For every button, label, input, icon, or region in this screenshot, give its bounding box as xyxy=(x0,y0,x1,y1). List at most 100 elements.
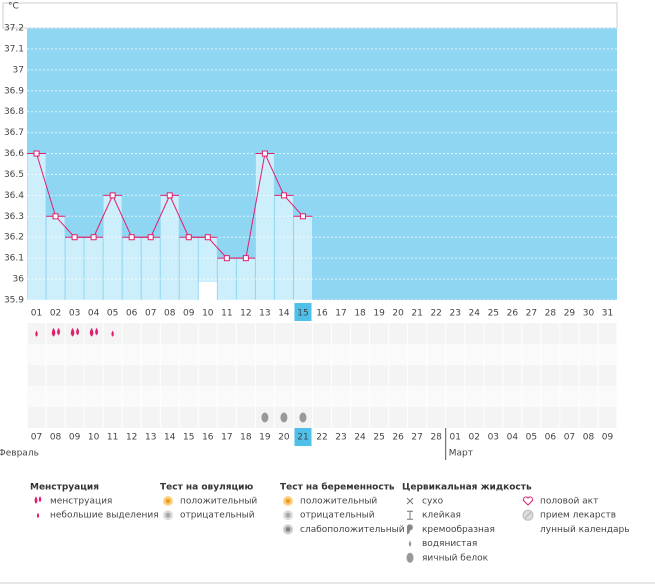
y-tick-label: 36.7 xyxy=(4,128,24,138)
x-tick-label: 25 xyxy=(488,309,499,319)
date-label: 21 xyxy=(297,433,308,443)
x-tick-label: 10 xyxy=(202,309,214,319)
date-label: 19 xyxy=(259,433,271,443)
point xyxy=(242,255,249,262)
moon-box xyxy=(198,282,217,300)
bar xyxy=(160,195,179,300)
date-label: 15 xyxy=(183,433,194,443)
spotting-icon xyxy=(111,330,114,337)
point xyxy=(147,234,154,241)
x-tick-label: 24 xyxy=(469,309,481,319)
month-label: Февраль xyxy=(0,449,39,459)
date-label: 24 xyxy=(354,433,366,443)
x-tick-label: 21 xyxy=(411,309,422,319)
legend-icon xyxy=(285,526,291,532)
point xyxy=(128,234,135,241)
legend-icon xyxy=(34,496,38,504)
symbol-row xyxy=(27,344,617,365)
legend-label: половой акт xyxy=(540,497,598,507)
date-label: 16 xyxy=(202,433,214,443)
point xyxy=(204,234,211,241)
symbol-row xyxy=(27,386,617,407)
date-label: 09 xyxy=(69,433,81,443)
legend-icon xyxy=(285,498,291,504)
y-tick-label: 36 xyxy=(13,275,25,285)
y-tick-label: 36.4 xyxy=(4,191,24,201)
date-label: 07 xyxy=(31,433,42,443)
legend-icon xyxy=(523,496,533,506)
legend-icon xyxy=(36,512,40,519)
x-tick-label: 19 xyxy=(373,309,385,319)
legend-label: положительный xyxy=(180,497,257,507)
fluid-icon xyxy=(299,412,307,423)
date-label: 14 xyxy=(164,433,176,443)
legend-label: водянистая xyxy=(422,539,477,549)
x-tick-label: 07 xyxy=(145,309,156,319)
x-tick-label: 15 xyxy=(297,309,308,319)
point xyxy=(90,234,97,241)
legend-label: отрицательный xyxy=(180,511,255,521)
x-tick-label: 09 xyxy=(183,309,195,319)
bar xyxy=(103,195,122,300)
x-tick-label: 04 xyxy=(88,309,100,319)
x-tick-label: 06 xyxy=(126,309,138,319)
x-tick-label: 27 xyxy=(526,309,537,319)
x-tick-label: 02 xyxy=(50,309,61,319)
legend-label: клейкая xyxy=(422,511,461,521)
y-tick-label: 36.3 xyxy=(4,212,24,222)
x-tick-label: 20 xyxy=(392,309,404,319)
y-tick-label: 37 xyxy=(13,65,24,75)
y-tick-label: 36.6 xyxy=(4,149,24,159)
spotting-icon xyxy=(35,330,38,337)
legend-label: сухо xyxy=(422,497,444,507)
legend-label: положительный xyxy=(300,497,377,507)
menstruation-icon xyxy=(70,327,75,337)
selected-date xyxy=(294,428,312,446)
point xyxy=(280,192,287,199)
x-tick-label: 03 xyxy=(69,309,80,319)
legend-title: Цервикальная жидкость xyxy=(402,483,532,493)
date-label: 28 xyxy=(430,433,442,443)
bar xyxy=(122,237,141,300)
legend-label: менструация xyxy=(50,497,112,507)
x-tick-label: 28 xyxy=(545,309,557,319)
y-tick-label: 36.8 xyxy=(4,107,24,117)
symbol-row xyxy=(27,365,617,386)
menstruation-icon xyxy=(76,327,80,336)
point xyxy=(299,213,306,220)
y-tick-label: 37.2 xyxy=(4,24,24,34)
bar xyxy=(179,237,198,300)
legend-label: слабоположительный xyxy=(300,525,405,535)
date-label: 02 xyxy=(469,433,480,443)
legend-icon xyxy=(285,512,291,518)
x-tick-label: 31 xyxy=(602,309,613,319)
legend-label: кремообразная xyxy=(422,525,495,535)
point xyxy=(261,150,268,157)
bar xyxy=(236,258,255,300)
x-tick-label: 17 xyxy=(335,309,346,319)
legend-icon xyxy=(407,524,413,535)
date-label: 18 xyxy=(240,433,252,443)
x-tick-label: 01 xyxy=(31,309,42,319)
legend-label: лунный календарь xyxy=(540,525,630,535)
date-label: 25 xyxy=(373,433,384,443)
x-tick-label: 05 xyxy=(107,309,118,319)
legend-title: Тест на овуляцию xyxy=(160,483,253,493)
legend-label: отрицательный xyxy=(300,511,375,521)
date-label: 06 xyxy=(545,433,557,443)
legend-icon xyxy=(406,552,414,563)
point xyxy=(185,234,192,241)
bar xyxy=(27,153,46,300)
legend-label: яичный белок xyxy=(422,553,489,563)
date-label: 01 xyxy=(449,433,460,443)
point xyxy=(223,255,230,262)
symbol-row xyxy=(27,407,617,428)
menstruation-icon xyxy=(95,327,99,336)
date-label: 10 xyxy=(88,433,100,443)
legend-icon xyxy=(165,498,171,504)
point xyxy=(71,234,78,241)
x-tick-label: 16 xyxy=(316,309,328,319)
x-tick-label: 29 xyxy=(564,309,576,319)
